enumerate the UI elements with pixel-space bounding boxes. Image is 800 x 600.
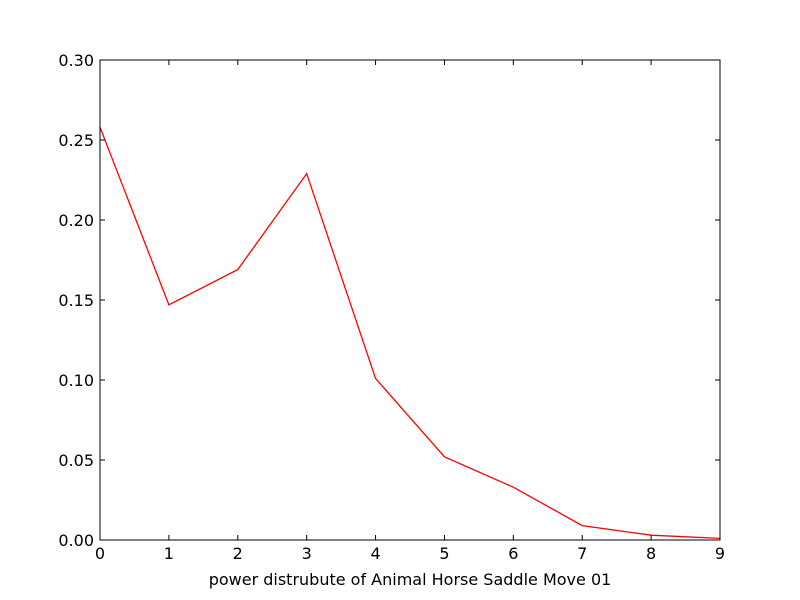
x-tick-label: 1 <box>164 544 174 563</box>
x-tick-label: 0 <box>95 544 105 563</box>
y-axis-ticks: 0.00 0.05 0.10 0.15 0.20 0.25 0.30 <box>58 51 720 550</box>
plot-layer <box>99 126 721 540</box>
y-tick-label: 0.00 <box>58 531 94 550</box>
x-tick-label: 2 <box>233 544 243 563</box>
x-tick-label: 9 <box>715 544 725 563</box>
x-axis-ticks: 0 1 2 3 4 5 6 7 8 9 <box>95 60 725 563</box>
x-tick-label: 7 <box>577 544 587 563</box>
y-tick-label: 0.20 <box>58 211 94 230</box>
x-tick-label: 4 <box>370 544 380 563</box>
series-line-0 <box>99 126 721 540</box>
y-tick-label: 0.05 <box>58 451 94 470</box>
y-tick-label: 0.25 <box>58 131 94 150</box>
y-tick-label: 0.15 <box>58 291 94 310</box>
x-tick-label: 3 <box>302 544 312 563</box>
y-tick-label: 0.30 <box>58 51 94 70</box>
x-tick-label: 8 <box>646 544 656 563</box>
y-tick-label: 0.10 <box>58 371 94 390</box>
x-tick-label: 5 <box>439 544 449 563</box>
x-tick-label: 6 <box>508 544 518 563</box>
x-axis-label: power distrubute of Animal Horse Saddle … <box>209 570 612 589</box>
